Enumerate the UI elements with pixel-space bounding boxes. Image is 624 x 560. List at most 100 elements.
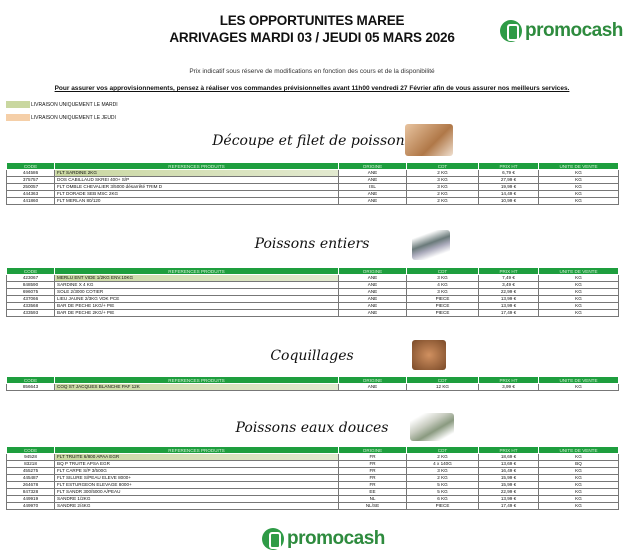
cell: 449970 [6, 502, 55, 510]
whole-fish-image [412, 230, 450, 260]
cell: ANE [338, 274, 407, 282]
title-line-1: LES OPPORTUNITES MAREE [219, 13, 405, 28]
cell: 375757 [6, 176, 55, 184]
column-header: UNITE DE VENTE [538, 446, 619, 454]
cell: FLT MERLAN 80/120 [54, 197, 339, 205]
cell: KG [538, 281, 619, 289]
cell: 12 KG [406, 383, 479, 391]
cell: FLT OMBLE CHEVALIER 3/5000 désarrêté TRI… [54, 183, 339, 191]
cell: KG [538, 169, 619, 177]
column-header: ORIGINE [338, 376, 407, 384]
cell: KG [538, 495, 619, 503]
column-header: CODE [6, 446, 55, 454]
table-row: 696075 SOLE 2/3000 COTIER ANE 3 KG 22,99 € KG [6, 288, 619, 296]
cell: 2 KG [406, 474, 479, 482]
table-row: 455275 FLT CARPE S/P 3/500G FR 3 KG 16,49 € K… [6, 467, 619, 475]
cell: LIEU JAUNE 2/3KG VDK PCE [54, 295, 339, 303]
table-row: 449919 SANDRE 1/2KG NL 6 KG 13,99 € KG [6, 495, 619, 503]
cell: 444363 [6, 190, 55, 198]
table-header: CODE REFERENCES PRODUITS ORIGINE CDT PRIX HT… [6, 446, 619, 454]
column-header: CDT [406, 267, 479, 275]
table-row: 83218 BQ P TRUITE APSA EGR FR 4 x 140G 13,69… [6, 460, 619, 468]
cell: 3 KG [406, 467, 479, 475]
cell: FLT SARDINE 2KG [54, 169, 339, 177]
cell: KG [538, 481, 619, 489]
column-header: CODE [6, 376, 55, 384]
cell: 5 KG [406, 481, 479, 489]
freshwater-fish-image [410, 413, 454, 441]
cell: 847328 [6, 488, 55, 496]
table-row: 449970 SANDRE 2/4KG NL/SE PIECE 17,49 € KG [6, 502, 619, 510]
cell: ANE [338, 383, 407, 391]
cell: KG [538, 383, 619, 391]
table-row: 94528 FLT TRUITE 6/800 APAA EGR FR 2 KG 18,6… [6, 453, 619, 461]
table-row: 433593 BAR DE PECHE 2KG/+ PIE ANE PIECE 17,4… [6, 309, 619, 317]
column-header: PRIX HT [478, 376, 539, 384]
cell: ANE [338, 197, 407, 205]
cell: FLT DORADE SEB MSC 2KG [54, 190, 339, 198]
cell: 2 KG [406, 190, 479, 198]
cell: FLT TRUITE 6/800 APAA EGR [54, 453, 339, 461]
table-row: 437066 LIEU JAUNE 2/3KG VDK PCE ANE PIECE 13… [6, 295, 619, 303]
cell: 696075 [6, 288, 55, 296]
cell: 22,99 € [478, 288, 539, 296]
cell: SOLE 2/3000 COTIER [54, 288, 339, 296]
cell: COQ ST JACQUES BLANCHE PAF 12K [54, 383, 339, 391]
cell: 15,99 € [478, 481, 539, 489]
cell: 4 x 140G [406, 460, 479, 468]
cell: 264678 [6, 481, 55, 489]
column-header: CODE [6, 162, 55, 170]
cell: 18,69 € [478, 453, 539, 461]
column-header: CDT [406, 446, 479, 454]
cell: PIECE [406, 309, 479, 317]
cell: 6,79 € [478, 169, 539, 177]
column-header: ORIGINE [338, 162, 407, 170]
column-header: CDT [406, 162, 479, 170]
cell: KG [538, 288, 619, 296]
cell: 2 KG [406, 453, 479, 461]
cell: ANE [338, 169, 407, 177]
cell: FLT SILURE S/PEAU ELEVE 8000+ [54, 474, 339, 482]
table-row: 423067 MERLU ENT VIDE 1/2KG ENV.10KG ANE 3 … [6, 274, 619, 282]
table-row: 848590 SARDINE X 4 KG ANE 4 KG 3,49 € KG [6, 281, 619, 289]
shellfish-image [412, 340, 446, 370]
cell: KG [538, 474, 619, 482]
cell: KG [538, 467, 619, 475]
cell: KG [538, 309, 619, 317]
cell: ANE [338, 288, 407, 296]
table-row: 375757 DOS CABILLAUD SKREI 400+ S/P ANE 3 K… [6, 176, 619, 184]
cell: 3 KG [406, 183, 479, 191]
cell: 449919 [6, 495, 55, 503]
cell: FR [338, 481, 407, 489]
cell: PIECE [406, 295, 479, 303]
cell: MERLU ENT VIDE 1/2KG ENV.10KG [54, 274, 339, 282]
column-header: PRIX HT [478, 162, 539, 170]
cell: NL/SE [338, 502, 407, 510]
cell: 433568 [6, 302, 55, 310]
cell: 3,99 € [478, 383, 539, 391]
logo-icon [262, 528, 284, 550]
cell: 3 KG [406, 176, 479, 184]
cell: 3 KG [406, 288, 479, 296]
cell: KG [538, 502, 619, 510]
cell: ANE [338, 309, 407, 317]
cell: 15,99 € [478, 474, 539, 482]
cell: 7,49 € [478, 274, 539, 282]
table-row: 433568 BAR DE PECHE 1KG/+ PIE ANE PIECE 13,9… [6, 302, 619, 310]
cell: FR [338, 474, 407, 482]
cell: KG [538, 183, 619, 191]
cell: PIECE [406, 502, 479, 510]
cell: 6 KG [406, 495, 479, 503]
table-row: 445487 FLT SILURE S/PEAU ELEVE 8000+ FR 2 K… [6, 474, 619, 482]
cell: KG [538, 295, 619, 303]
cell: KG [538, 453, 619, 461]
column-header: PRIX HT [478, 267, 539, 275]
cell: 27,99 € [478, 176, 539, 184]
cell: DOS CABILLAUD SKREI 400+ S/P [54, 176, 339, 184]
table-row: 856643 COQ ST JACQUES BLANCHE PAF 12K ANE 1… [6, 383, 619, 391]
cell: ANE [338, 176, 407, 184]
table-header: CODE REFERENCES PRODUITS ORIGINE CDT PRIX HT… [6, 267, 619, 275]
cell: BQ P TRUITE APSA EGR [54, 460, 339, 468]
section-title: Coquillages [270, 348, 354, 364]
cell: KG [538, 176, 619, 184]
